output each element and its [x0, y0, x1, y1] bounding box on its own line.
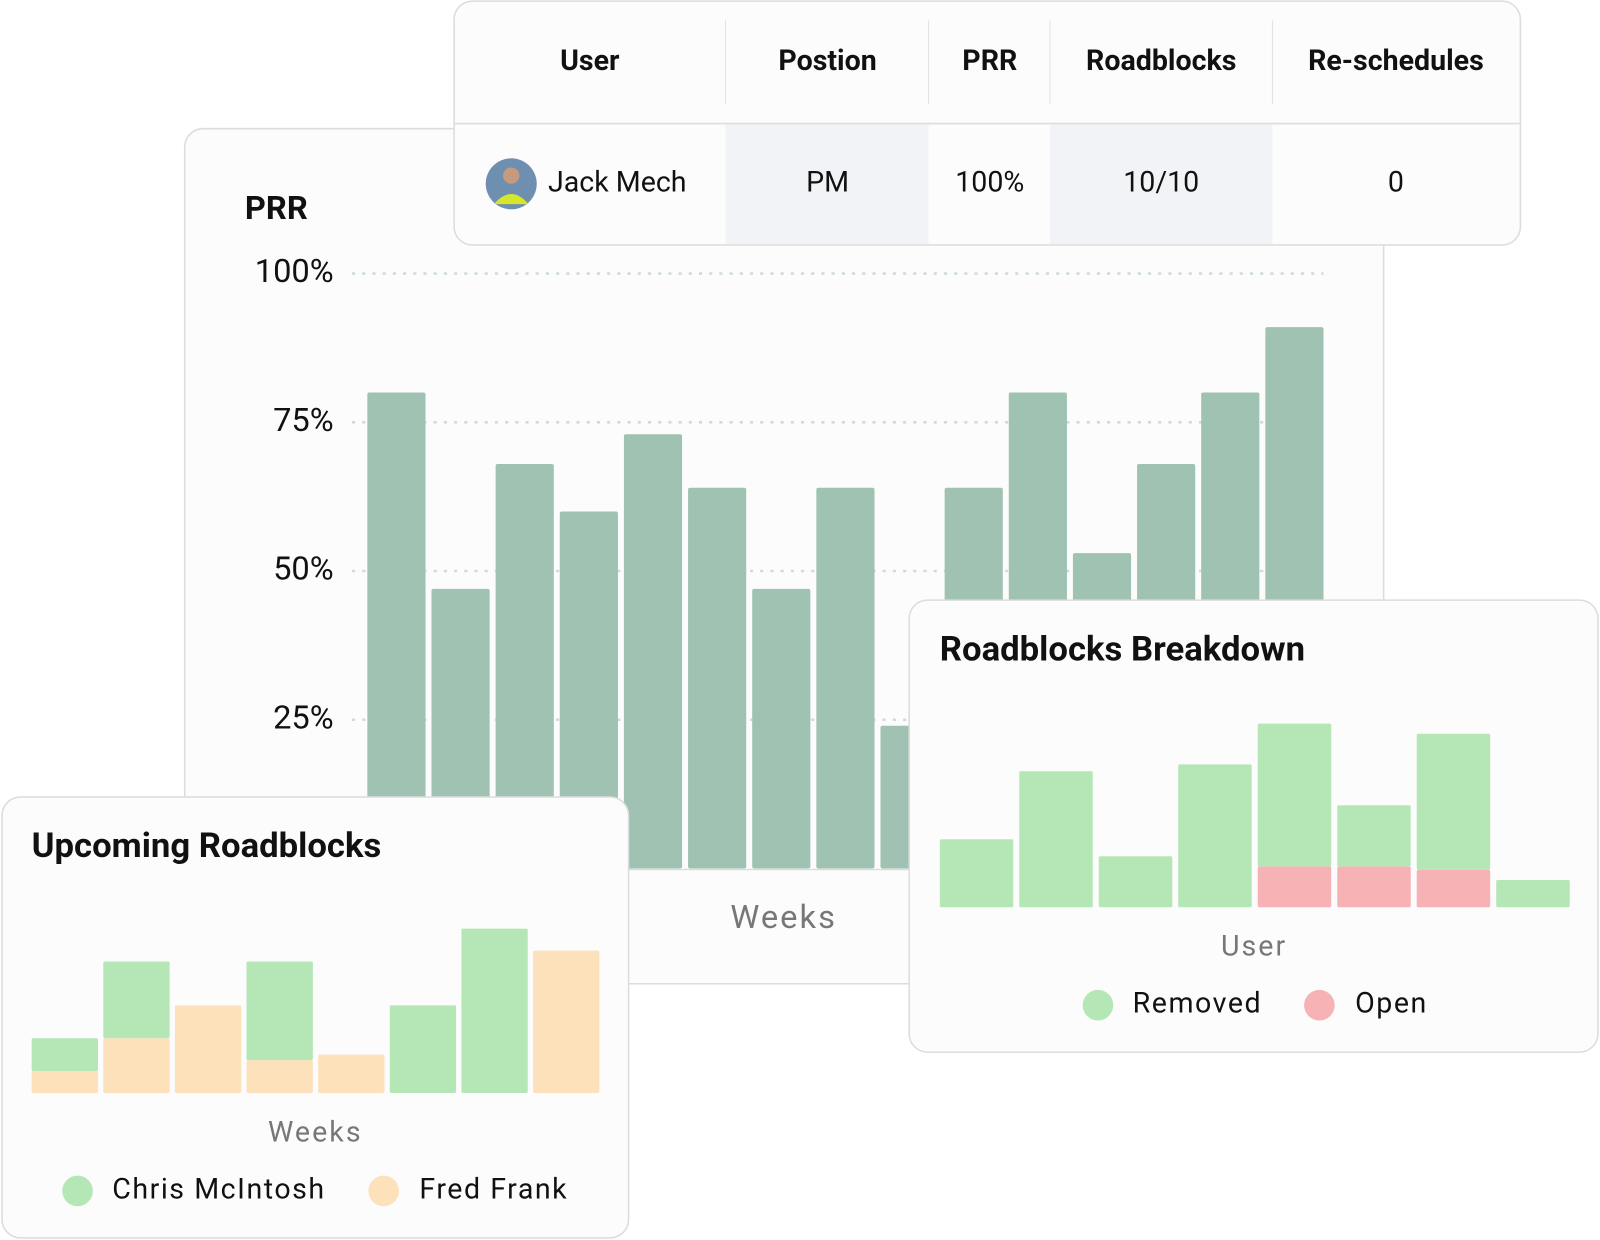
bar-segment: [1416, 869, 1491, 908]
bar-segment: [1416, 733, 1491, 870]
bar: [367, 392, 426, 869]
bar: [688, 487, 747, 869]
legend-label: Removed: [1133, 986, 1263, 1020]
legend-label: Open: [1355, 986, 1428, 1020]
legend-label: Chris McIntosh: [112, 1171, 325, 1205]
legend-swatch: [1304, 989, 1335, 1021]
column-header: User: [560, 43, 620, 77]
x-axis-label: User: [1221, 929, 1287, 963]
avatar: [485, 158, 537, 210]
table-cell: 0: [1388, 164, 1404, 198]
bar-segment: [31, 1071, 98, 1093]
bar-segment: [174, 1005, 242, 1093]
chart-title: Roadblocks Breakdown: [940, 629, 1305, 669]
bar: [559, 511, 618, 869]
column-header: PRR: [962, 43, 1017, 77]
upcoming-card: Upcoming Roadblocks Weeks Chris McIntosh…: [1, 796, 630, 1239]
bar-segment: [246, 961, 313, 1061]
y-tick-label: 100%: [255, 252, 334, 290]
table-cell: PM: [806, 164, 849, 198]
bar-segment: [1337, 866, 1411, 908]
bar-segment: [1098, 856, 1173, 908]
bar-segment: [939, 839, 1014, 908]
bar-segment: [318, 1054, 385, 1093]
legend-swatch: [368, 1175, 399, 1207]
table-cell: 100%: [955, 164, 1024, 198]
bar-segment: [1337, 805, 1411, 867]
legend-swatch: [62, 1175, 93, 1207]
x-axis-label: Weeks: [730, 898, 837, 936]
column-header: Re-schedules: [1308, 43, 1484, 77]
cell-shade: [1050, 124, 1273, 244]
x-axis-label: Weeks: [268, 1114, 363, 1148]
bar-segment: [1257, 866, 1332, 908]
table-cell: Jack Mech: [548, 164, 687, 198]
legend-label: Fred Frank: [419, 1171, 568, 1205]
card-background: [908, 599, 1599, 1053]
column-header: Roadblocks: [1086, 43, 1236, 77]
y-tick-label: 75%: [273, 401, 334, 439]
y-tick-label: 25%: [273, 698, 334, 736]
bar-segment: [103, 1038, 170, 1093]
bar-segment: [31, 1038, 98, 1072]
bar-segment: [461, 928, 528, 1093]
table-cell: 10/10: [1123, 164, 1199, 198]
bar-segment: [246, 1060, 313, 1093]
cell-shade: [725, 124, 929, 244]
card-background: [1, 796, 630, 1239]
bar-segment: [1019, 771, 1093, 908]
bar-segment: [1178, 764, 1252, 908]
chart-title: Upcoming Roadblocks: [32, 826, 382, 866]
bar: [623, 434, 683, 869]
bar: [752, 588, 811, 869]
legend-swatch: [1082, 989, 1114, 1021]
bar: [495, 463, 554, 869]
breakdown-card: Roadblocks Breakdown User Removed Open: [908, 599, 1599, 1053]
y-tick-label: 50%: [273, 550, 334, 588]
bar-segment: [389, 1005, 457, 1093]
user-table: User Postion PRR Roadblocks Re-schedules Jack…: [453, 0, 1522, 246]
bar-segment: [1257, 723, 1332, 867]
column-header: Postion: [778, 43, 876, 77]
bar: [816, 487, 875, 869]
bar-segment: [103, 961, 170, 1039]
chart-title: PRR: [245, 189, 308, 227]
bar-segment: [533, 950, 600, 1093]
bar-segment: [1496, 880, 1570, 908]
